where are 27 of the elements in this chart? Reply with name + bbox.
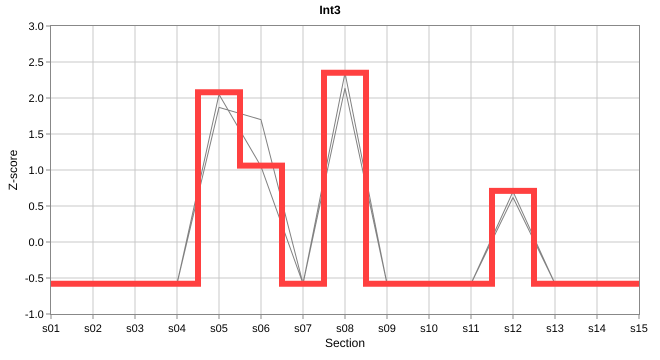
y-tick-label: 2.0 <box>28 92 44 105</box>
x-tick-label: s08 <box>336 323 354 336</box>
x-tick-label: s05 <box>210 323 228 336</box>
chart-title: Int3 <box>319 2 341 17</box>
x-tick-label: s09 <box>378 323 396 336</box>
y-tick-label: 1.5 <box>28 128 44 141</box>
x-tick-label: s07 <box>294 323 312 336</box>
x-tick-label: s03 <box>126 323 144 336</box>
x-tick-label: s11 <box>462 323 480 336</box>
y-tick-label: 1.0 <box>28 164 44 177</box>
y-tick-label: -0.5 <box>24 272 44 285</box>
x-tick-label: s01 <box>42 323 60 336</box>
x-tick-label: s04 <box>168 323 186 336</box>
y-tick-label: 3.0 <box>28 20 44 33</box>
y-tick-label: 0.5 <box>28 200 44 213</box>
x-tick-label: s02 <box>84 323 102 336</box>
y-tick-label: 2.5 <box>28 56 44 69</box>
y-axis-title: Z-score <box>6 149 20 190</box>
x-tick-label: s10 <box>420 323 438 336</box>
x-tick-label: s06 <box>252 323 270 336</box>
x-tick-label: s15 <box>630 323 648 336</box>
y-tick-label: -1.0 <box>24 308 44 321</box>
x-tick-label: s14 <box>588 323 606 336</box>
y-tick-label: 0.0 <box>28 236 44 249</box>
x-tick-label: s13 <box>546 323 564 336</box>
x-tick-label: s12 <box>504 323 522 336</box>
x-axis-title: Section <box>324 336 366 350</box>
